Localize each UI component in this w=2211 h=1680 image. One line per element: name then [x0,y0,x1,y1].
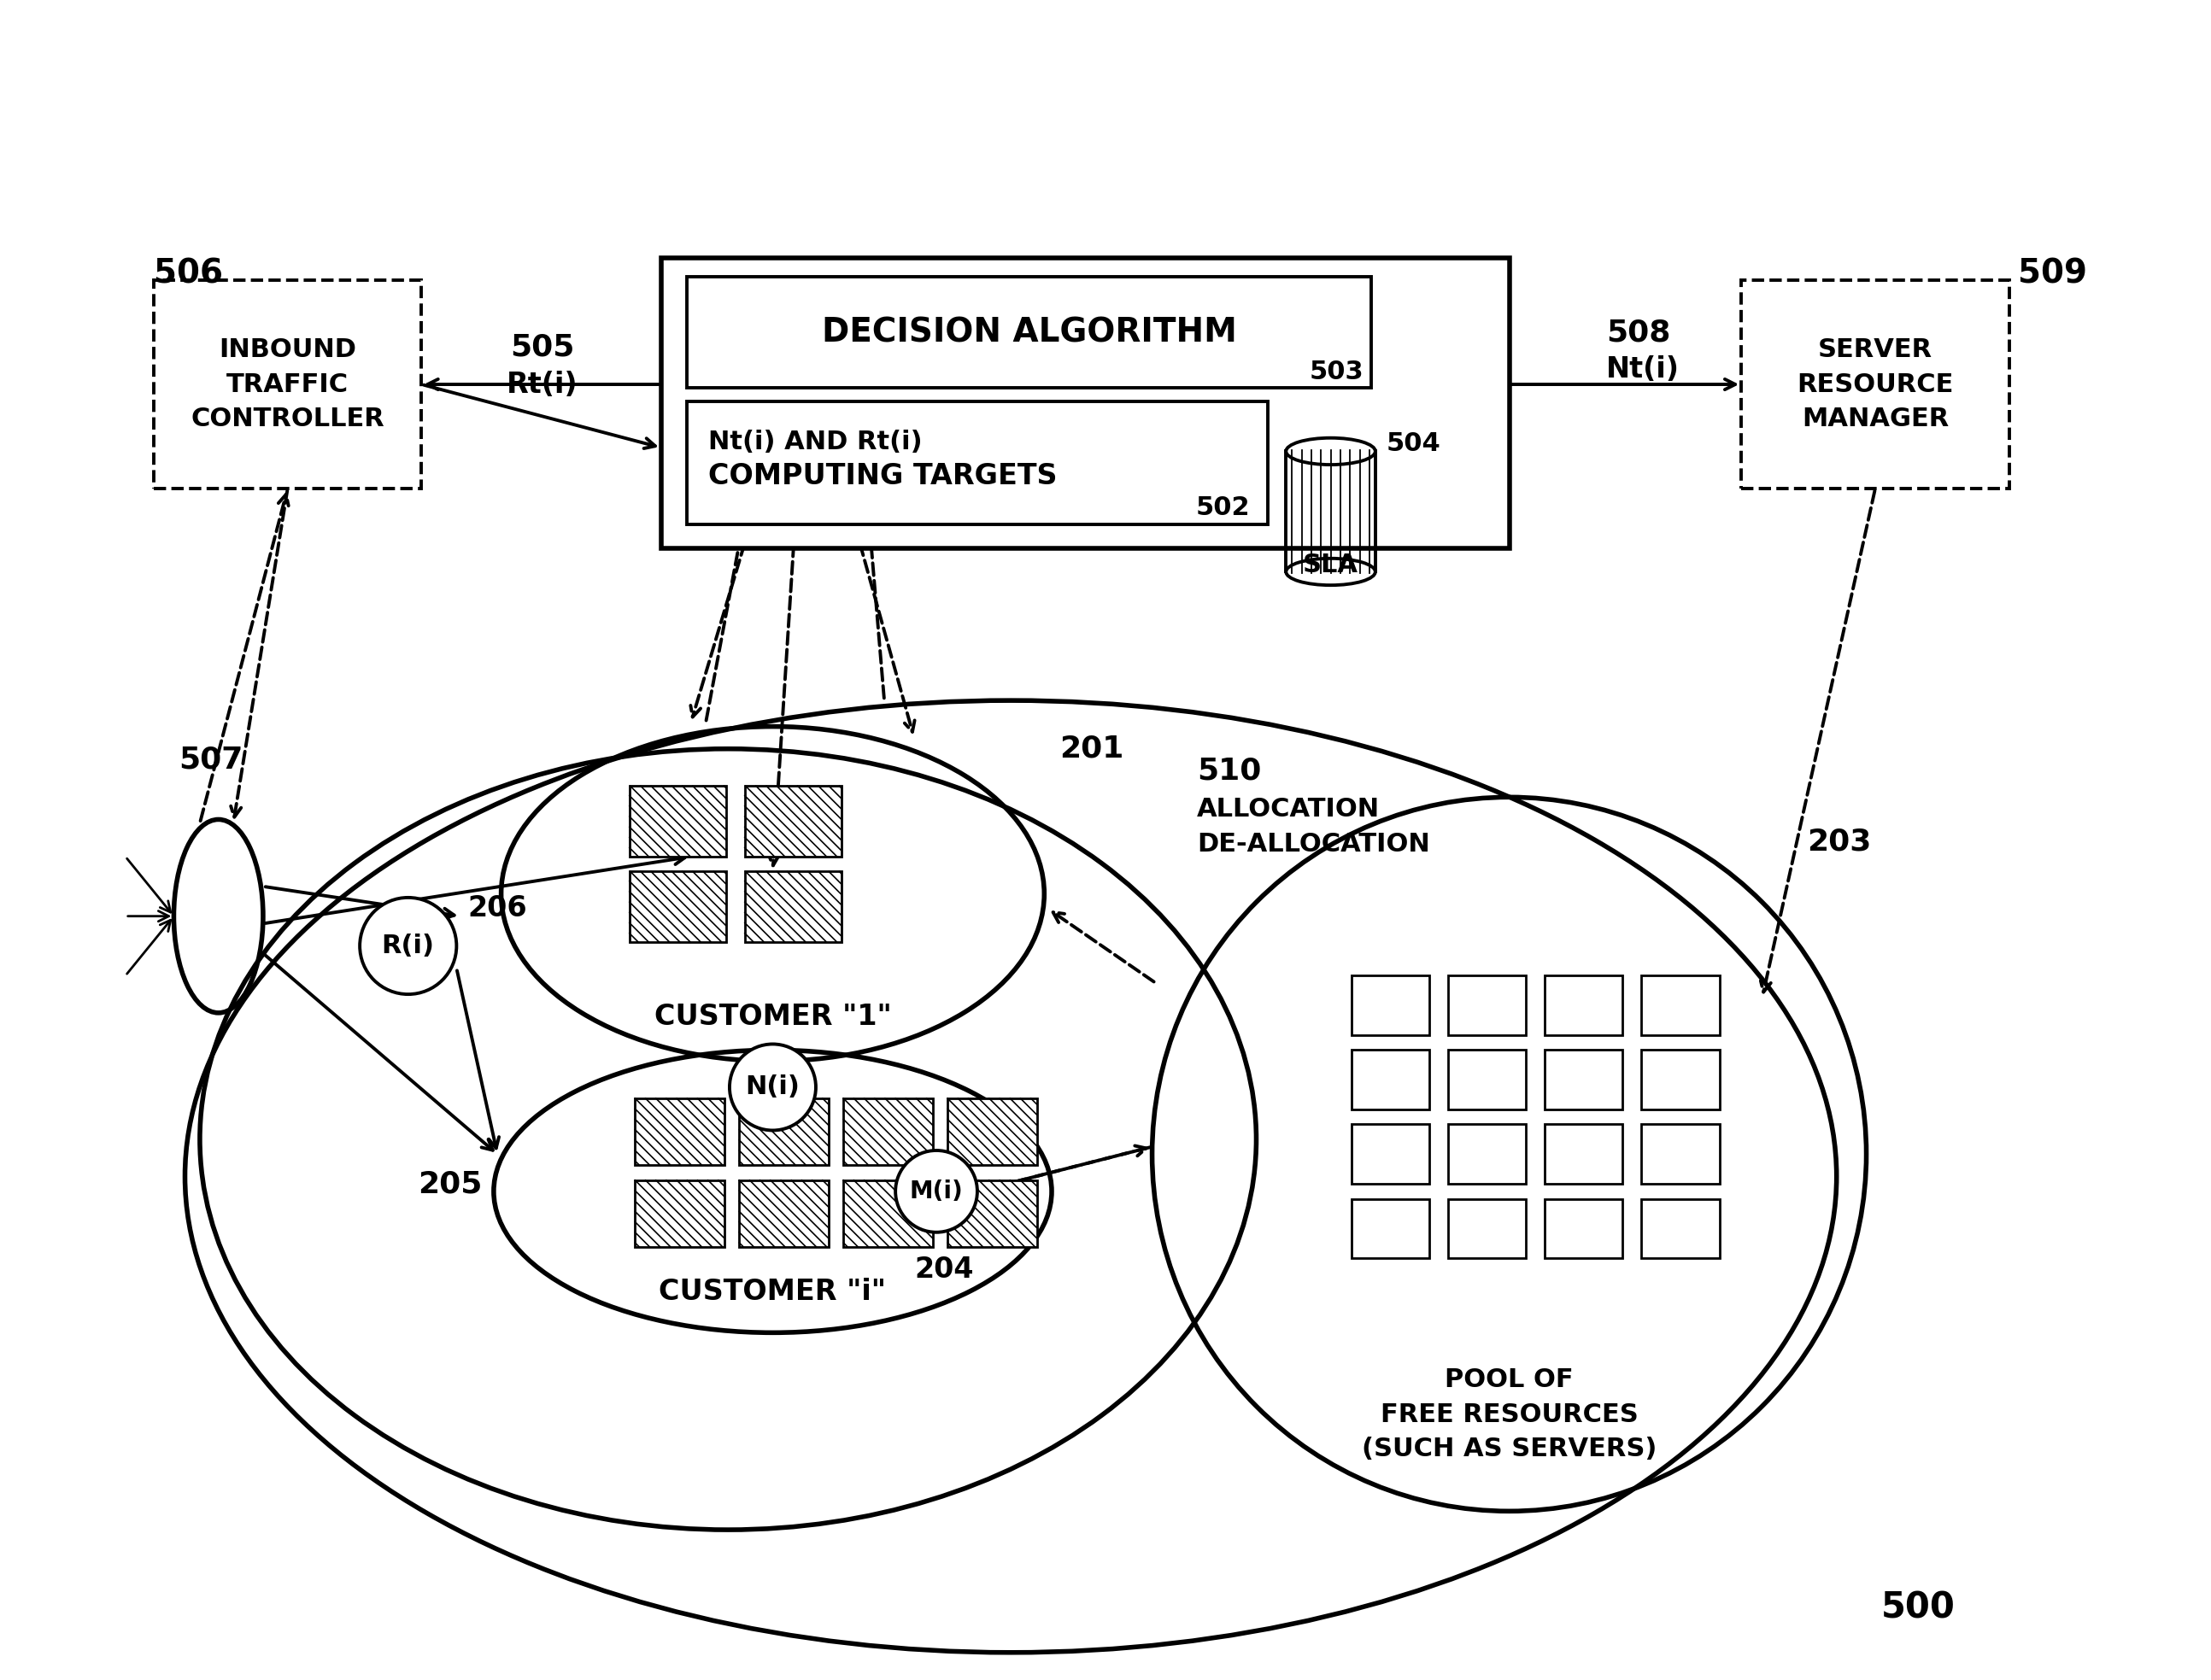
FancyBboxPatch shape [661,259,1510,548]
Polygon shape [1448,1124,1526,1184]
Polygon shape [635,1179,725,1247]
Polygon shape [738,1099,829,1166]
Polygon shape [949,1099,1037,1166]
Text: SLA: SLA [1302,553,1358,578]
Text: M(i): M(i) [909,1179,964,1203]
Polygon shape [1351,1200,1428,1258]
Text: 508: 508 [1605,318,1669,346]
Circle shape [360,897,455,995]
Text: 504: 504 [1386,432,1442,457]
Text: 510: 510 [1196,756,1260,786]
Text: 505: 505 [511,333,575,361]
Text: 502: 502 [1196,496,1249,521]
Polygon shape [1351,976,1428,1035]
Text: CUSTOMER "i": CUSTOMER "i" [659,1278,887,1305]
Polygon shape [842,1099,933,1166]
FancyBboxPatch shape [688,277,1371,388]
Text: N(i): N(i) [745,1075,800,1100]
Polygon shape [630,872,725,942]
Text: 204: 204 [913,1255,973,1284]
Text: CUSTOMER "1": CUSTOMER "1" [654,1003,891,1030]
Polygon shape [1641,1124,1720,1184]
Polygon shape [1351,1124,1428,1184]
Text: R(i): R(i) [383,934,436,958]
Polygon shape [1545,1200,1623,1258]
Polygon shape [1448,1050,1526,1109]
Polygon shape [1545,1124,1623,1184]
Text: 205: 205 [418,1169,482,1198]
Text: Nt(i) AND Rt(i): Nt(i) AND Rt(i) [708,430,922,454]
Text: 203: 203 [1806,827,1871,857]
Text: ALLOCATION
DE-ALLOCATION: ALLOCATION DE-ALLOCATION [1196,798,1431,857]
Text: COMPUTING TARGETS: COMPUTING TARGETS [708,462,1057,491]
Ellipse shape [1287,558,1375,585]
Polygon shape [630,786,725,857]
Text: 507: 507 [179,746,243,774]
Ellipse shape [1287,438,1375,465]
FancyBboxPatch shape [155,281,422,489]
Text: 509: 509 [2019,259,2087,291]
Text: 206: 206 [469,895,526,922]
Polygon shape [1641,1050,1720,1109]
FancyBboxPatch shape [1742,281,2010,489]
Text: 503: 503 [1309,360,1364,385]
Text: Nt(i): Nt(i) [1605,356,1680,383]
Text: SERVER
RESOURCE
MANAGER: SERVER RESOURCE MANAGER [1798,338,1955,432]
Polygon shape [1448,1200,1526,1258]
Text: Rt(i): Rt(i) [506,370,577,398]
Text: DECISION ALGORITHM: DECISION ALGORITHM [822,316,1236,348]
Polygon shape [745,786,842,857]
Polygon shape [1641,976,1720,1035]
Polygon shape [1351,1050,1428,1109]
Polygon shape [635,1099,725,1166]
Circle shape [895,1151,977,1231]
Text: INBOUND
TRAFFIC
CONTROLLER: INBOUND TRAFFIC CONTROLLER [190,338,385,432]
Polygon shape [745,872,842,942]
Polygon shape [1641,1200,1720,1258]
Text: POOL OF
FREE RESOURCES
(SUCH AS SERVERS): POOL OF FREE RESOURCES (SUCH AS SERVERS) [1362,1368,1656,1462]
Text: 506: 506 [155,259,223,291]
Polygon shape [1545,976,1623,1035]
Polygon shape [1448,976,1526,1035]
Polygon shape [949,1179,1037,1247]
Polygon shape [842,1179,933,1247]
Polygon shape [1545,1050,1623,1109]
FancyBboxPatch shape [688,402,1267,524]
Text: 500: 500 [1882,1589,1955,1626]
Text: 201: 201 [1059,734,1123,763]
Polygon shape [738,1179,829,1247]
Circle shape [730,1043,816,1131]
